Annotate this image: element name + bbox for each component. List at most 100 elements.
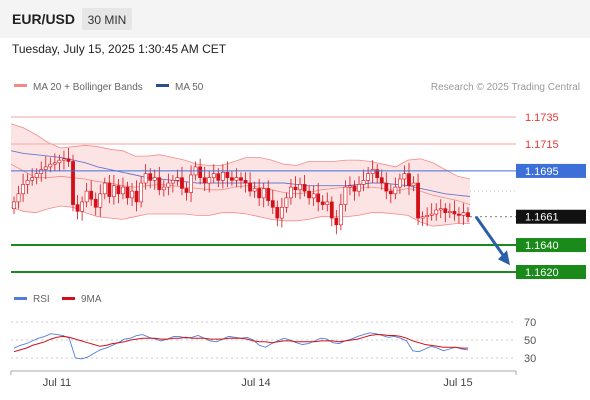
candle-body (75, 204, 80, 212)
x-tick-label: Jul 11 (43, 377, 72, 389)
candle-body (116, 185, 121, 195)
bollinger-band-fill (11, 123, 470, 227)
candle-body (270, 200, 275, 208)
rsi-tick-label: 30 (524, 353, 536, 365)
rsi-legend-label: RSI (33, 294, 50, 305)
candle-body (102, 182, 107, 195)
candle-body (62, 158, 66, 161)
candle-body (379, 177, 384, 184)
candle-body (420, 216, 425, 219)
candle-body (343, 186, 348, 205)
candle-body (257, 188, 262, 199)
candle-body (375, 169, 380, 178)
candle-body (166, 182, 171, 188)
candle-body (397, 178, 402, 188)
candle-body (461, 212, 466, 216)
level-label-box (516, 238, 586, 253)
bollinger-upper-line (10, 123, 471, 180)
datetime-text: Tuesday, July 15, 2025 1:30:45 AM CET (12, 42, 227, 56)
candle-body (348, 185, 352, 188)
timeframe-badge (82, 8, 132, 30)
rsi-legend-swatch (14, 297, 27, 300)
level-label: 1.1715 (525, 139, 559, 151)
candle-body (261, 188, 266, 199)
forecast-arrow-head (498, 250, 510, 266)
candle-body (407, 173, 411, 187)
rsi-ma-line (13, 334, 468, 353)
candle-body (411, 182, 416, 187)
ma50-legend-label: MA 50 (175, 82, 204, 93)
candle-body (316, 193, 321, 203)
candle-body (384, 182, 389, 192)
candle-body (57, 159, 62, 164)
candle-body (402, 173, 407, 180)
candle-body (111, 185, 116, 197)
candle-body (52, 162, 57, 165)
copyright-text: Research © 2025 Trading Central (431, 82, 580, 93)
level-label-box (516, 163, 586, 178)
bollinger-legend-swatch (14, 84, 27, 87)
candle-body (361, 180, 366, 185)
candle-body (329, 201, 334, 219)
candle-body (198, 166, 203, 178)
candle-body (243, 180, 248, 184)
candle-body (284, 197, 289, 208)
candle-body (171, 180, 175, 184)
level-label: 1.1661 (525, 212, 559, 224)
candle-body (175, 177, 180, 181)
candle-body (48, 163, 53, 168)
candle-body (230, 177, 234, 181)
rsi-tick-label: 70 (524, 317, 536, 329)
candle-body (338, 204, 343, 226)
candle-body (43, 166, 48, 170)
candle-body (107, 182, 112, 197)
candle-body (248, 182, 252, 192)
candle-body (130, 190, 134, 199)
candle-body (447, 211, 452, 213)
rsi-ma-legend-label: 9MA (81, 294, 102, 305)
candle-body (143, 173, 148, 184)
candle-body (320, 201, 325, 205)
candle-body (302, 184, 307, 192)
x-tick-label: Jul 15 (443, 377, 472, 389)
time-axis: Jul 11 Jul 14 Jul 15 (10, 370, 517, 389)
candle-body (457, 213, 461, 216)
candle-body (334, 217, 339, 226)
level-label-box (516, 209, 586, 224)
candle-body (71, 161, 75, 205)
candle-body (388, 190, 393, 195)
symbol-title: EUR/USD (12, 11, 75, 27)
candle-body (152, 177, 157, 181)
candle-body (134, 190, 139, 203)
level-label: 1.1620 (525, 267, 559, 279)
candle-body (438, 208, 443, 211)
candle-body (89, 190, 94, 200)
rsi-ma-legend-swatch (62, 297, 75, 300)
candle-body (25, 180, 30, 185)
candle-body (239, 177, 243, 181)
candle-body (298, 184, 302, 191)
candle-body (293, 186, 298, 191)
candle-body (189, 174, 193, 193)
level-label: 1.1695 (525, 166, 559, 178)
candle-body (125, 186, 130, 199)
candle-body (429, 213, 434, 216)
candle-body (30, 177, 35, 181)
candle-body (325, 201, 330, 205)
candle-body (139, 182, 144, 203)
candle-body (98, 193, 103, 208)
candle-body (225, 171, 230, 178)
candle-body (266, 188, 271, 201)
price-levels: 1.1735 1.1715 1.1695 1.1661 1.1640 1.1620 (11, 112, 586, 279)
candle-body (466, 212, 470, 218)
candle-body (39, 169, 44, 174)
ma50-legend-swatch (156, 84, 169, 87)
bollinger-legend-label: MA 20 + Bollinger Bands (33, 82, 143, 93)
price-panel (10, 123, 471, 235)
candle-body (307, 190, 312, 199)
candle-body (34, 173, 39, 178)
candle-body (80, 201, 85, 212)
candle-body (157, 177, 162, 191)
candle-body (279, 207, 284, 219)
